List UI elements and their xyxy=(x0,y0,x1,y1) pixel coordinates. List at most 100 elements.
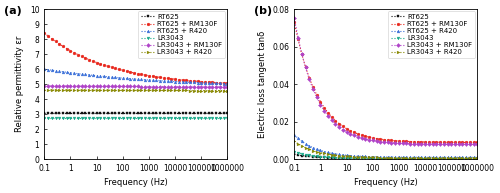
LR3043 xyxy=(146,117,152,119)
LR3043 + R420 xyxy=(120,89,126,91)
RT625 + RM130F xyxy=(344,128,349,130)
RT625 + R420 xyxy=(154,79,160,82)
RT625 xyxy=(463,157,469,160)
RT625 + R420 xyxy=(49,69,55,71)
LR3043 + R420 xyxy=(213,89,219,92)
RT625 xyxy=(422,157,428,160)
LR3043 + RM130F xyxy=(384,141,390,144)
LR3043 + R420 xyxy=(400,157,406,159)
RT625 + R420 xyxy=(213,82,219,85)
RT625 xyxy=(98,111,103,114)
LR3043 + R420 xyxy=(52,89,59,91)
RT625 + R420 xyxy=(108,76,114,78)
LR3043 + RM130F xyxy=(467,143,473,146)
RT625 xyxy=(49,111,55,114)
RT625 xyxy=(295,154,301,156)
LR3043 + R420 xyxy=(90,89,96,91)
LR3043 + R420 xyxy=(202,89,208,92)
RT625 xyxy=(392,157,398,160)
LR3043 + RM130F xyxy=(45,85,51,87)
RT625 + R420 xyxy=(116,77,122,79)
LR3043 + R420 xyxy=(86,89,92,91)
RT625 xyxy=(56,111,62,114)
LR3043 xyxy=(292,150,298,153)
LR3043 + RM130F xyxy=(430,143,436,145)
LR3043 + RM130F xyxy=(448,143,454,146)
LR3043 xyxy=(310,155,316,157)
RT625 + RM130F xyxy=(381,138,387,141)
RT625 + R420 xyxy=(187,81,193,83)
RT625 + RM130F xyxy=(407,140,413,143)
LR3043 + R420 xyxy=(448,157,454,159)
RT625 + RM130F xyxy=(358,134,364,136)
LR3043 xyxy=(418,157,424,160)
LR3043 + RM130F xyxy=(355,135,361,138)
Legend: RT625, RT625 + RM130F, RT625 + R420, LR3043, LR3043 + RM130F, LR3043 + R420: RT625, RT625 + RM130F, RT625 + R420, LR3… xyxy=(138,11,226,58)
LR3043 + RM130F xyxy=(180,85,186,88)
RT625 + RM130F xyxy=(71,52,77,54)
LR3043 xyxy=(224,117,230,119)
RT625 + RM130F xyxy=(154,76,160,78)
LR3043 xyxy=(176,117,182,119)
LR3043 + RM130F xyxy=(202,86,208,88)
RT625 + RM130F xyxy=(138,73,144,75)
LR3043 + RM130F xyxy=(206,86,212,88)
RT625 + RM130F xyxy=(82,57,88,59)
LR3043 xyxy=(172,117,178,119)
LR3043 + RM130F xyxy=(108,85,114,87)
RT625 + RM130F xyxy=(42,32,48,34)
RT625 xyxy=(82,111,88,114)
LR3043 + R420 xyxy=(142,89,148,91)
LR3043 + RM130F xyxy=(213,86,219,88)
LR3043 xyxy=(150,117,156,119)
LR3043 + R420 xyxy=(138,89,144,91)
LR3043 + RM130F xyxy=(71,85,77,87)
LR3043 + R420 xyxy=(206,89,212,92)
LR3043 + RM130F xyxy=(414,143,420,145)
RT625 + RM130F xyxy=(426,141,432,143)
RT625 + R420 xyxy=(456,156,462,158)
RT625 xyxy=(366,157,372,160)
LR3043 xyxy=(138,117,144,119)
LR3043 xyxy=(430,157,436,160)
LR3043 + RM130F xyxy=(131,85,137,88)
RT625 xyxy=(396,157,402,160)
LR3043 xyxy=(460,157,466,160)
LR3043 + R420 xyxy=(124,89,130,91)
LR3043 + RM130F xyxy=(332,123,338,125)
RT625 xyxy=(474,157,480,160)
RT625 + RM130F xyxy=(318,101,324,103)
LR3043 + R420 xyxy=(176,89,182,92)
RT625 + R420 xyxy=(344,154,349,157)
RT625 xyxy=(164,111,170,114)
Line: RT625: RT625 xyxy=(293,153,479,160)
LR3043 xyxy=(295,152,301,154)
RT625 + R420 xyxy=(474,156,480,158)
LR3043 xyxy=(392,157,398,160)
LR3043 xyxy=(124,117,130,119)
LR3043 + R420 xyxy=(366,156,372,158)
LR3043 + R420 xyxy=(348,155,354,158)
LR3043 + R420 xyxy=(68,89,73,91)
RT625 xyxy=(460,157,466,160)
RT625 + RM130F xyxy=(370,137,376,139)
LR3043 + RM130F xyxy=(164,85,170,88)
RT625 + R420 xyxy=(370,156,376,158)
LR3043 + R420 xyxy=(161,89,167,92)
RT625 + R420 xyxy=(94,74,100,77)
RT625 + R420 xyxy=(295,137,301,139)
LR3043 xyxy=(60,117,66,119)
LR3043 + R420 xyxy=(378,156,384,159)
LR3043 xyxy=(120,117,126,119)
LR3043 xyxy=(78,117,84,119)
LR3043 xyxy=(142,117,148,119)
RT625 + R420 xyxy=(60,71,66,73)
RT625 xyxy=(456,157,462,160)
RT625 xyxy=(441,157,447,160)
LR3043 + RM130F xyxy=(374,140,380,142)
LR3043 + R420 xyxy=(82,89,88,91)
RT625 xyxy=(172,111,178,114)
LR3043 + R420 xyxy=(344,155,349,157)
RT625 + RM130F xyxy=(134,73,140,75)
LR3043 xyxy=(388,157,394,160)
